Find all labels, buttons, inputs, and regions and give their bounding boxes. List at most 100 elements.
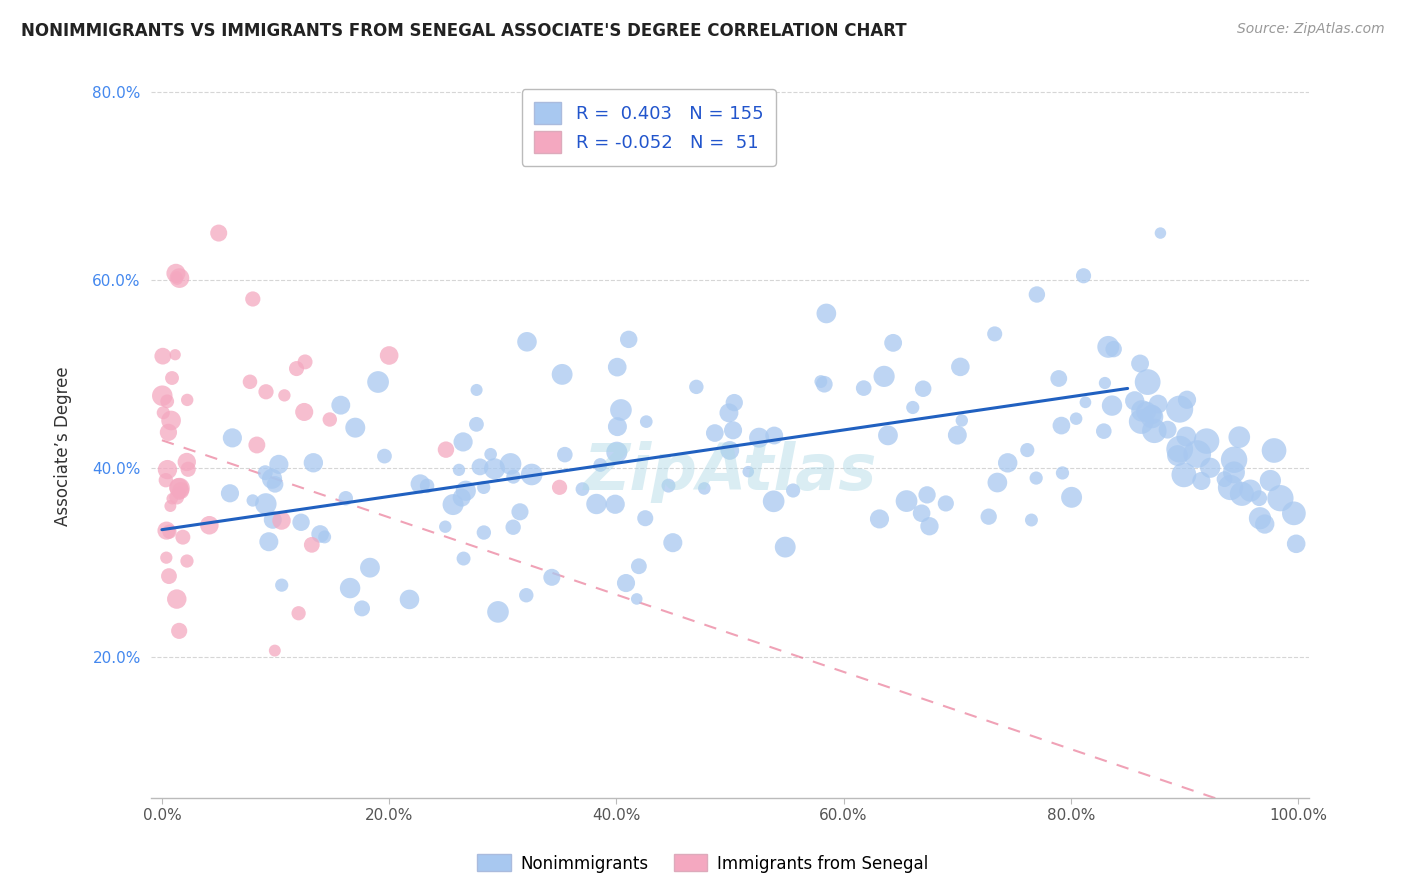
Point [378, 349, 401, 363]
Point [748, 431, 770, 445]
Point [1025, 471, 1047, 485]
Point [551, 368, 574, 382]
Point [339, 581, 361, 595]
Point [160, 371, 183, 385]
Point [309, 527, 332, 541]
Point [737, 465, 759, 479]
Point [626, 591, 648, 606]
Point [162, 491, 184, 506]
Point [554, 448, 576, 462]
Point [723, 395, 745, 409]
Text: Source: ZipAtlas.com: Source: ZipAtlas.com [1237, 22, 1385, 37]
Point [1050, 418, 1073, 433]
Point [166, 490, 188, 504]
Text: NONIMMIGRANTS VS IMMIGRANTS FROM SENEGAL ASSOCIATE'S DEGREE CORRELATION CHART: NONIMMIGRANTS VS IMMIGRANTS FROM SENEGAL… [21, 22, 907, 40]
Point [167, 486, 190, 500]
Point [169, 481, 191, 495]
Point [208, 226, 231, 240]
Point [1227, 430, 1250, 444]
Point [434, 442, 457, 457]
Point [585, 497, 607, 511]
Point [367, 375, 389, 389]
Point [254, 384, 277, 399]
Point [935, 496, 957, 510]
Point [242, 292, 264, 306]
Point [166, 272, 188, 286]
Point [502, 520, 524, 534]
Point [335, 491, 357, 506]
Point [606, 419, 628, 434]
Point [782, 483, 804, 498]
Point [260, 472, 283, 486]
Point [465, 383, 488, 397]
Point [166, 270, 188, 285]
Point [1187, 447, 1209, 461]
Point [1074, 395, 1097, 409]
Point [1102, 342, 1125, 356]
Point [717, 406, 740, 420]
Point [155, 473, 177, 487]
Point [479, 447, 502, 461]
Point [160, 413, 183, 427]
Point [605, 497, 627, 511]
Point [509, 505, 531, 519]
Point [589, 458, 612, 472]
Point [270, 578, 292, 592]
Point [1263, 443, 1285, 458]
Point [896, 494, 918, 508]
Point [1219, 481, 1241, 495]
Point [484, 461, 506, 475]
Point [1254, 516, 1277, 531]
Point [1017, 443, 1039, 458]
Text: Associate’s Degree: Associate’s Degree [55, 367, 72, 525]
Point [813, 377, 835, 392]
Point [762, 494, 785, 508]
Point [239, 375, 262, 389]
Point [1230, 487, 1253, 501]
Point [502, 469, 524, 483]
Point [290, 516, 312, 530]
Point [1223, 466, 1246, 480]
Point [1175, 429, 1198, 443]
Point [1285, 537, 1308, 551]
Point [946, 428, 969, 442]
Point [1135, 404, 1157, 418]
Point [486, 605, 509, 619]
Point [465, 417, 488, 432]
Point [176, 392, 198, 407]
Point [1025, 287, 1047, 301]
Point [912, 382, 935, 396]
Point [157, 425, 180, 440]
Point [1094, 376, 1116, 390]
Point [294, 355, 316, 369]
Point [409, 477, 432, 491]
Point [617, 332, 640, 346]
Point [662, 535, 685, 549]
Point [273, 388, 295, 402]
Point [198, 518, 221, 533]
Point [703, 425, 725, 440]
Point [773, 540, 796, 554]
Point [176, 554, 198, 568]
Point [285, 361, 308, 376]
Point [451, 434, 474, 449]
Point [610, 403, 633, 417]
Point [434, 519, 457, 533]
Point [634, 511, 657, 525]
Point [1147, 397, 1170, 411]
Point [1249, 491, 1271, 505]
Point [287, 606, 309, 620]
Point [540, 570, 562, 584]
Point [515, 588, 537, 602]
Point [1175, 392, 1198, 407]
Point [1282, 506, 1305, 520]
Point [1249, 511, 1271, 525]
Point [359, 560, 381, 574]
Point [1092, 424, 1115, 438]
Point [1213, 472, 1236, 486]
Point [155, 524, 177, 538]
Point [1270, 491, 1292, 506]
Point [1223, 452, 1246, 467]
Point [262, 513, 284, 527]
Point [319, 412, 342, 426]
